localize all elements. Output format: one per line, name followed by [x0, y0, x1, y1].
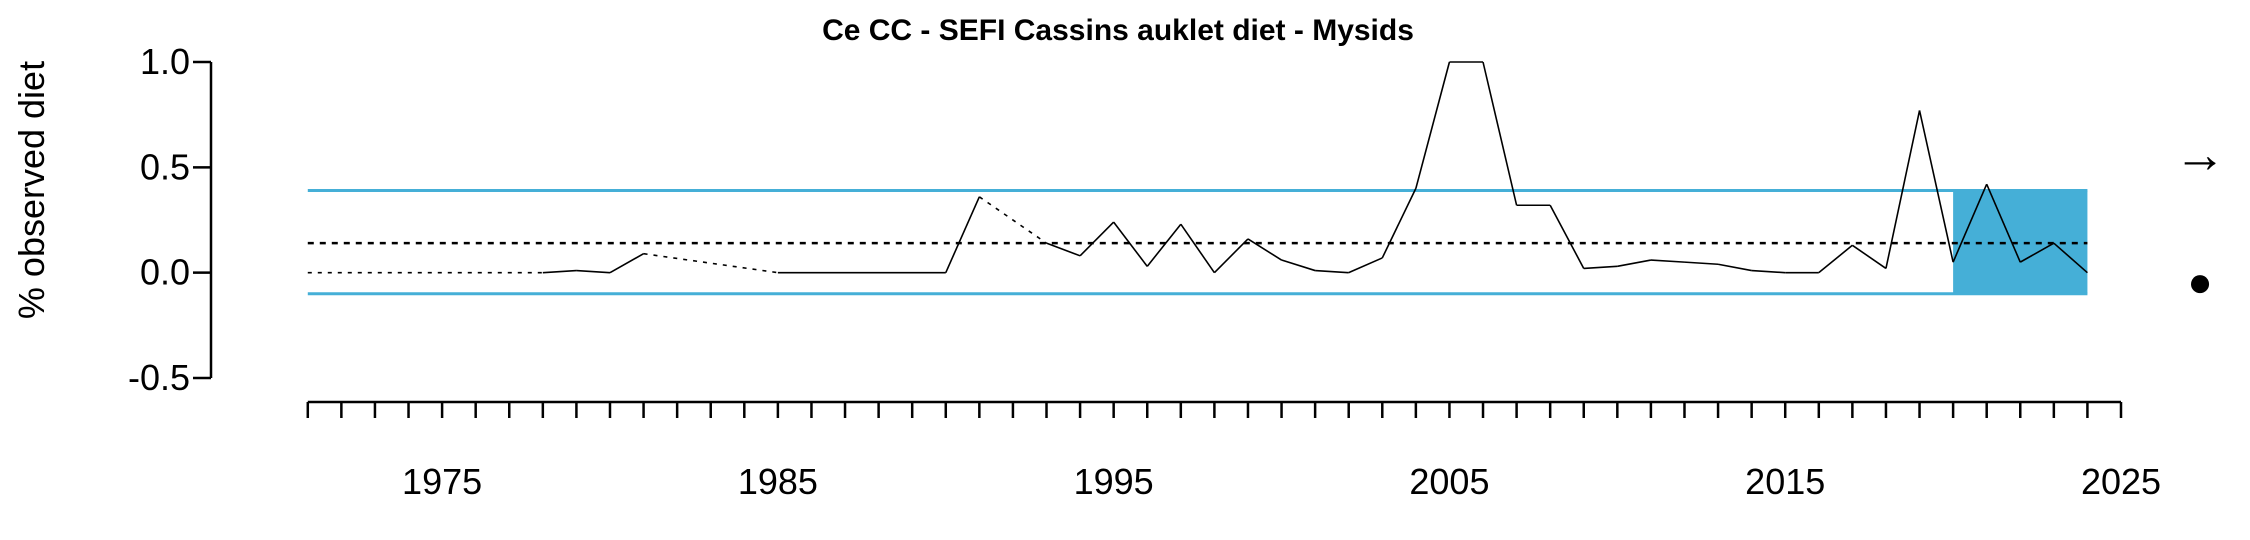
series-segment	[1952, 183, 1988, 263]
series-segment	[1717, 263, 1752, 272]
series-segment	[1281, 259, 1316, 272]
series-segment	[1079, 221, 1115, 257]
series-segment	[609, 253, 644, 274]
series-segment	[1918, 110, 1954, 263]
y-axis-label: % observed diet	[11, 61, 52, 319]
x-tick-label: 1985	[738, 461, 818, 502]
series-segment	[1985, 183, 2022, 263]
series-segment	[1650, 259, 1685, 263]
series-segment	[1146, 223, 1182, 267]
series-segment	[1751, 269, 1786, 274]
x-tick-label: 2025	[2081, 461, 2161, 502]
series-segment	[1684, 261, 1719, 266]
series-segment	[945, 196, 981, 273]
x-tick-label: 1995	[1074, 461, 1154, 502]
series-segment	[2053, 242, 2088, 274]
y-tick-label: -0.5	[128, 357, 190, 398]
series-segment	[1315, 269, 1349, 274]
x-tick-label: 1975	[402, 461, 482, 502]
series-segment-gap	[643, 252, 778, 274]
y-tick-label: 0.5	[140, 146, 190, 187]
series-segment	[1247, 238, 1282, 261]
chart-title: Ce CC - SEFI Cassins auklet diet - Mysid…	[822, 14, 1414, 47]
x-tick-label: 2005	[1409, 461, 1489, 502]
series-segment-gap	[978, 196, 1047, 244]
series-segment	[1415, 61, 1451, 189]
series-segment	[1348, 257, 1383, 274]
mean-status-dot-icon: ●	[2187, 258, 2212, 305]
series-segment	[1180, 223, 1216, 274]
series-segment	[1482, 61, 1518, 206]
series-segment	[1583, 265, 1618, 270]
series-segment	[542, 269, 577, 274]
series-segment	[1213, 238, 1249, 274]
recent-window-box	[1953, 190, 2088, 294]
y-tick-label: 0.0	[140, 252, 190, 293]
series-segment	[1885, 110, 1921, 269]
series-segment	[1617, 259, 1652, 268]
series-segment	[1381, 188, 1417, 259]
series-segment	[1851, 244, 1887, 270]
series-segment	[1046, 242, 1081, 257]
series-segment	[1549, 204, 1585, 269]
series-segment	[576, 269, 611, 274]
series-segment	[2019, 242, 2055, 263]
series-segment	[1113, 221, 1148, 267]
trend-arrow-icon: →	[2174, 126, 2226, 184]
plot-area: -0.5 0.0 0.5 1.0 1975 1985 1995 2005 2015 2025	[128, 41, 2161, 502]
y-tick-label: 1.0	[140, 41, 190, 82]
series-segment	[1818, 244, 1853, 274]
x-tick-label: 2015	[1745, 461, 1825, 502]
